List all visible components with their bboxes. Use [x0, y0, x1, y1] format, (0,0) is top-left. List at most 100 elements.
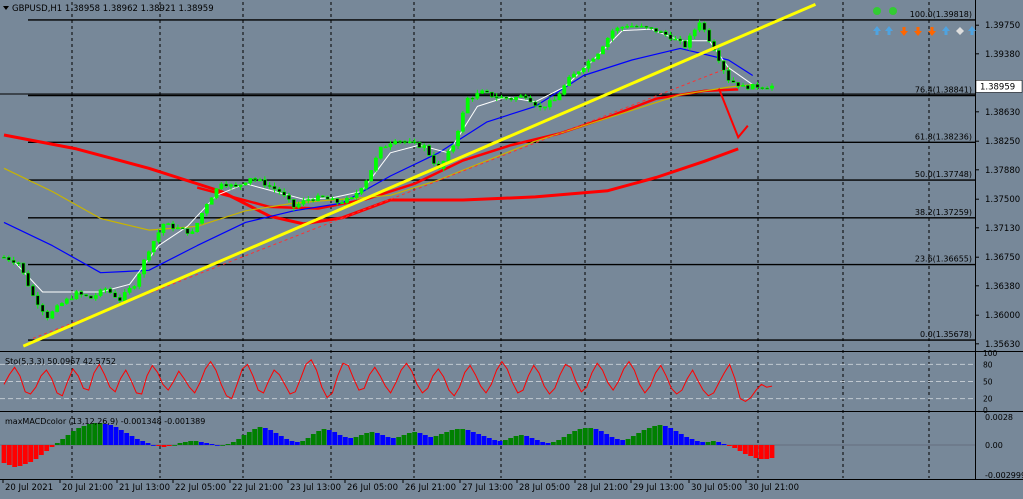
candle-body: [89, 295, 93, 299]
candle-body: [562, 85, 567, 95]
macd-histogram-bar: [534, 440, 540, 445]
macd-histogram-bar: [289, 441, 295, 445]
candle-body: [320, 195, 325, 198]
macd-histogram-bar: [150, 445, 156, 446]
macd-histogram-bar: [33, 445, 39, 459]
candle-body: [45, 311, 50, 319]
candle-body: [601, 46, 605, 55]
macd-histogram-bar: [593, 429, 599, 445]
candle-body: [475, 93, 480, 99]
macd-histogram-bar: [705, 442, 711, 445]
macd-histogram-bar: [684, 437, 690, 445]
macd-histogram-bar: [209, 444, 215, 445]
macd-histogram-bar: [508, 438, 514, 445]
candle-body: [591, 58, 596, 62]
candle-body: [50, 311, 55, 319]
macd-axis-label: 0.0028: [985, 413, 1013, 422]
macd-histogram-bar: [524, 436, 530, 445]
candle-body: [316, 195, 320, 202]
price-axis-label: 1.35630: [985, 340, 1020, 350]
candle-body: [412, 141, 417, 144]
macd-histogram-bar: [358, 435, 364, 445]
macd-histogram-bar: [422, 435, 428, 445]
candle-body: [427, 145, 431, 156]
stochastic-line: [3, 359, 773, 402]
candle-body: [296, 203, 301, 208]
macd-histogram-bar: [374, 433, 380, 445]
candle-body: [707, 29, 712, 42]
candle-body: [514, 97, 518, 100]
fib-level-label: 76.4(1.38841): [915, 85, 972, 94]
macd-histogram-bar: [700, 442, 706, 445]
candle-body: [388, 143, 393, 148]
macd-histogram-bar: [369, 432, 375, 445]
macd-histogram-bar: [65, 435, 71, 445]
candle-body: [171, 223, 175, 229]
candle-body: [702, 22, 707, 31]
candle-body: [180, 227, 185, 230]
macd-histogram-bar: [476, 434, 482, 445]
moving-average-line: [13, 28, 753, 293]
candle-body: [214, 188, 219, 199]
candle-body: [663, 31, 668, 36]
stoch-label: Sto(5,3,3) 50.0967 42.5752: [5, 357, 116, 366]
macd-histogram-bar: [390, 438, 396, 445]
macd-histogram-bar: [140, 441, 146, 445]
candle-body: [572, 73, 576, 78]
macd-histogram-bar: [769, 445, 775, 458]
fib-level-label: 38.2(1.37259): [915, 208, 972, 217]
candle-body: [103, 288, 108, 291]
macd-histogram-bar: [124, 433, 130, 445]
candle-body: [547, 100, 552, 108]
macd-histogram-bar: [641, 430, 647, 445]
macd-histogram-bar: [460, 429, 466, 445]
macd-histogram-bar: [657, 425, 663, 445]
macd-histogram-bar: [177, 443, 183, 445]
macd-histogram-bar: [108, 425, 114, 445]
candle-body: [166, 223, 171, 225]
macd-histogram-bar: [257, 427, 263, 445]
macd-histogram-bar: [694, 441, 700, 445]
macd-histogram-bar: [726, 445, 732, 446]
candle-body: [765, 87, 770, 90]
time-axis-label: 20 Jul 2021: [5, 483, 53, 493]
candle-body: [470, 97, 475, 100]
macd-histogram-bar: [236, 439, 242, 445]
price-axis-label: 1.36750: [985, 253, 1020, 263]
macd-histogram-bar: [678, 434, 684, 445]
candle-body: [345, 198, 349, 203]
macd-label: maxMACDcolor (13,12,26,9) -0.001348 -0.0…: [5, 417, 205, 426]
candle-body: [282, 191, 287, 196]
candle-body: [721, 60, 726, 71]
macd-histogram-bar: [716, 442, 722, 445]
candle-body: [291, 199, 296, 208]
macd-histogram-bar: [609, 437, 615, 445]
stoch-axis-label: 100: [983, 349, 998, 358]
macd-histogram-bar: [470, 432, 476, 445]
macd-histogram-bar: [17, 445, 23, 466]
macd-histogram-bar: [646, 428, 652, 445]
candle-body: [330, 198, 335, 200]
macd-histogram-bar: [444, 432, 450, 445]
macd-histogram-bar: [513, 436, 519, 445]
candle-body: [64, 298, 69, 304]
stoch-axis-label: 50: [983, 378, 993, 387]
macd-histogram-bar: [401, 435, 407, 445]
macd-histogram-bar: [577, 429, 583, 445]
candle-body: [673, 38, 678, 41]
candle-body: [40, 304, 45, 312]
macd-histogram-bar: [625, 439, 631, 445]
macd-histogram-bar: [604, 434, 610, 445]
symbol-header: GBPUSD,H1 1.38958 1.38962 1.38921 1.3895…: [12, 4, 214, 14]
macd-histogram-bar: [54, 443, 60, 445]
macd-histogram-bar: [252, 429, 258, 445]
macd-histogram-bar: [428, 437, 434, 445]
candle-body: [243, 182, 248, 186]
candle-body: [11, 259, 16, 264]
macd-histogram-bar: [396, 437, 402, 445]
candle-body: [26, 272, 31, 287]
macd-histogram-bar: [385, 437, 391, 445]
candle-body: [552, 99, 557, 102]
macd-histogram-bar: [529, 438, 535, 445]
fib-level-label: 100.0(1.39818): [910, 10, 972, 19]
